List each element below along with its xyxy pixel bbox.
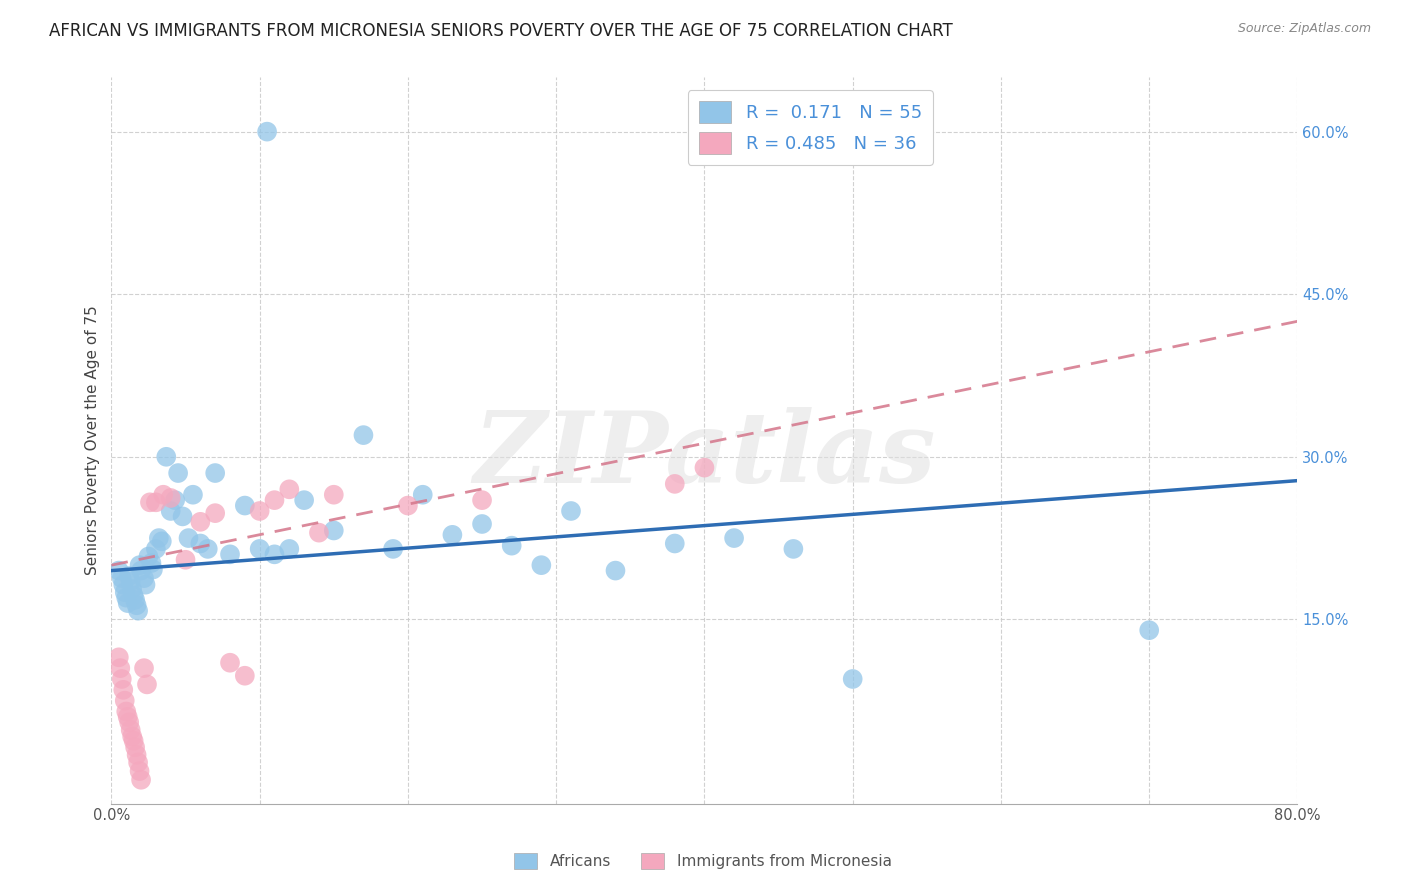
Point: [111, 571, 134, 585]
Point: [292, 493, 315, 508]
Point: [190, 536, 212, 550]
Point: [115, 591, 138, 605]
Point: [181, 488, 204, 502]
Point: [159, 504, 181, 518]
Point: [127, 756, 149, 770]
Point: [115, 705, 138, 719]
Point: [145, 541, 167, 556]
Point: [125, 747, 148, 762]
Point: [322, 524, 344, 538]
Point: [441, 528, 464, 542]
Point: [120, 574, 142, 589]
Point: [128, 558, 150, 573]
Point: [693, 460, 716, 475]
Point: [471, 493, 494, 508]
Point: [249, 504, 271, 518]
Point: [150, 534, 173, 549]
Point: [142, 562, 165, 576]
Point: [233, 669, 256, 683]
Point: [124, 592, 146, 607]
Point: [197, 541, 219, 556]
Point: [114, 585, 136, 599]
Text: ZIPatlas: ZIPatlas: [474, 407, 935, 503]
Point: [664, 536, 686, 550]
Point: [155, 450, 177, 464]
Point: [159, 491, 181, 505]
Legend: Africans, Immigrants from Micronesia: Africans, Immigrants from Micronesia: [509, 847, 897, 875]
Point: [114, 693, 136, 707]
Point: [132, 661, 155, 675]
Point: [263, 547, 285, 561]
Point: [165, 493, 187, 508]
Point: [112, 577, 135, 591]
Point: [233, 499, 256, 513]
Point: [204, 506, 226, 520]
Point: [128, 764, 150, 778]
Point: [219, 547, 242, 561]
Point: [112, 682, 135, 697]
Point: [110, 661, 132, 675]
Y-axis label: Seniors Poverty Over the Age of 75: Seniors Poverty Over the Age of 75: [86, 306, 100, 575]
Point: [139, 495, 162, 509]
Legend: R =  0.171   N = 55, R = 0.485   N = 36: R = 0.171 N = 55, R = 0.485 N = 36: [688, 90, 932, 165]
Point: [382, 541, 405, 556]
Point: [256, 125, 278, 139]
Point: [111, 672, 134, 686]
Point: [118, 569, 141, 583]
Point: [141, 556, 163, 570]
Point: [129, 772, 152, 787]
Point: [117, 596, 139, 610]
Point: [412, 488, 434, 502]
Point: [560, 504, 582, 518]
Point: [121, 730, 143, 744]
Point: [263, 493, 285, 508]
Point: [352, 428, 374, 442]
Point: [121, 582, 143, 596]
Point: [124, 740, 146, 755]
Point: [308, 525, 330, 540]
Point: [129, 564, 152, 578]
Point: [172, 509, 194, 524]
Point: [122, 733, 145, 747]
Point: [134, 577, 156, 591]
Point: [152, 488, 174, 502]
Point: [841, 672, 863, 686]
Point: [108, 564, 131, 578]
Point: [148, 531, 170, 545]
Point: [136, 677, 159, 691]
Point: [138, 549, 160, 564]
Point: [322, 488, 344, 502]
Point: [177, 531, 200, 545]
Point: [117, 710, 139, 724]
Point: [396, 499, 419, 513]
Point: [125, 599, 148, 613]
Text: AFRICAN VS IMMIGRANTS FROM MICRONESIA SENIORS POVERTY OVER THE AGE OF 75 CORRELA: AFRICAN VS IMMIGRANTS FROM MICRONESIA SE…: [49, 22, 953, 40]
Point: [145, 495, 167, 509]
Point: [501, 539, 523, 553]
Point: [167, 466, 190, 480]
Point: [132, 571, 155, 585]
Point: [723, 531, 745, 545]
Point: [204, 466, 226, 480]
Point: [278, 483, 301, 497]
Point: [122, 589, 145, 603]
Point: [127, 604, 149, 618]
Point: [190, 515, 212, 529]
Point: [605, 564, 627, 578]
Point: [530, 558, 553, 573]
Point: [219, 656, 242, 670]
Point: [120, 723, 142, 737]
Point: [471, 516, 494, 531]
Point: [108, 650, 131, 665]
Point: [278, 541, 301, 556]
Point: [1137, 624, 1160, 638]
Point: [782, 541, 804, 556]
Point: [249, 541, 271, 556]
Text: Source: ZipAtlas.com: Source: ZipAtlas.com: [1237, 22, 1371, 36]
Point: [118, 715, 141, 730]
Point: [664, 476, 686, 491]
Point: [174, 553, 197, 567]
